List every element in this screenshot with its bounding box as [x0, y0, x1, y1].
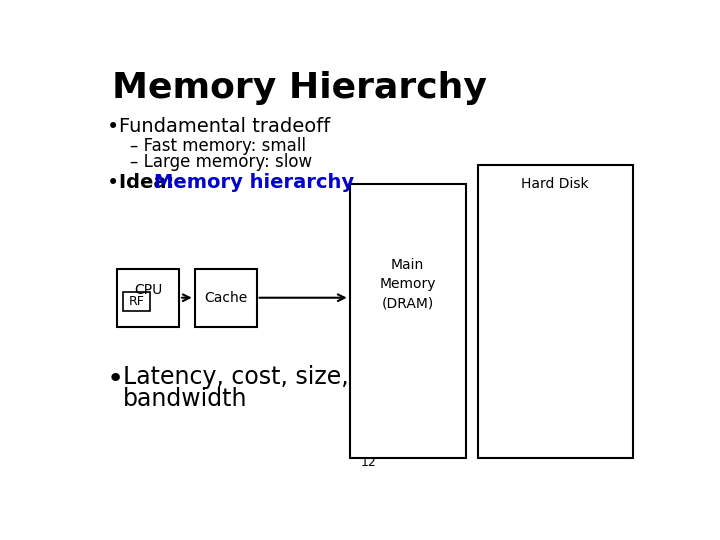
- Text: RF: RF: [129, 295, 145, 308]
- Text: •: •: [107, 365, 125, 393]
- Text: Memory Hierarchy: Memory Hierarchy: [112, 71, 487, 105]
- Text: – Fast memory: small: – Fast memory: small: [130, 137, 306, 155]
- Bar: [117, 269, 179, 327]
- Text: bandwidth: bandwidth: [122, 387, 247, 410]
- Text: Idea:: Idea:: [120, 173, 181, 192]
- Text: Latency, cost, size,: Latency, cost, size,: [122, 365, 348, 389]
- Text: Cache: Cache: [204, 291, 247, 305]
- Text: 12: 12: [361, 456, 377, 469]
- Text: Hard Disk: Hard Disk: [521, 177, 589, 191]
- Bar: [477, 165, 632, 457]
- Text: Memory hierarchy: Memory hierarchy: [154, 173, 354, 192]
- Text: Fundamental tradeoff: Fundamental tradeoff: [120, 117, 330, 136]
- Text: Main
Memory
(DRAM): Main Memory (DRAM): [379, 258, 436, 310]
- Text: – Large memory: slow: – Large memory: slow: [130, 153, 312, 171]
- Bar: [123, 292, 150, 311]
- Text: CPU: CPU: [134, 283, 162, 296]
- Text: •: •: [107, 117, 120, 137]
- Text: •: •: [107, 173, 120, 193]
- Bar: [194, 269, 256, 327]
- Bar: [350, 184, 466, 457]
